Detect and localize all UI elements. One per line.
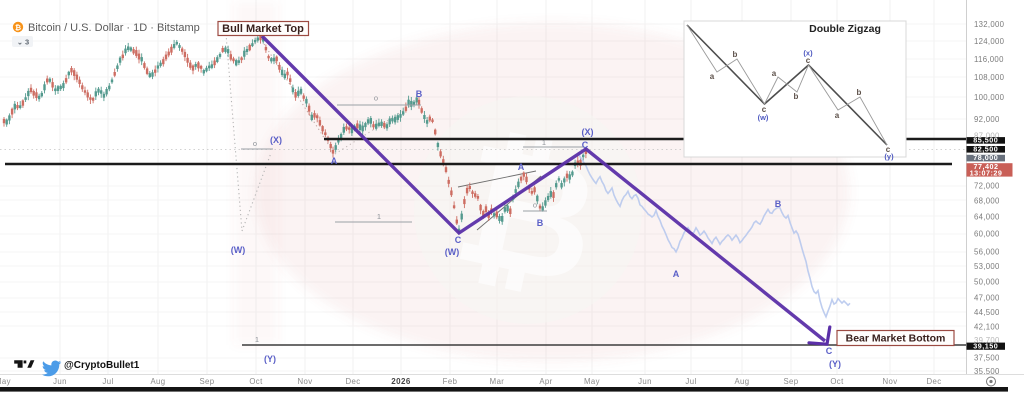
svg-text:b: b [733, 50, 738, 59]
svg-text:37,500: 37,500 [974, 353, 1000, 362]
svg-text:42,100: 42,100 [974, 322, 1000, 331]
svg-text:64,000: 64,000 [974, 212, 1000, 221]
svg-text:47,000: 47,000 [974, 293, 1000, 302]
svg-text:o: o [253, 139, 257, 148]
svg-text:(Y): (Y) [829, 359, 841, 369]
svg-text:56,000: 56,000 [974, 247, 1000, 256]
svg-text:68,000: 68,000 [974, 196, 1000, 205]
svg-text:Jun: Jun [638, 377, 652, 386]
svg-text:c: c [886, 145, 891, 154]
svg-text:c: c [806, 56, 811, 65]
svg-text:39,700: 39,700 [974, 336, 1000, 345]
svg-text:Apr: Apr [539, 377, 552, 386]
svg-text:87,000: 87,000 [974, 132, 1000, 141]
svg-text:124,000: 124,000 [974, 37, 1005, 46]
svg-text:⌄: ⌄ [17, 40, 23, 47]
svg-text:May: May [584, 377, 600, 386]
svg-text:Oct: Oct [249, 377, 263, 386]
svg-text:Jul: Jul [102, 377, 113, 386]
svg-text:b: b [857, 88, 862, 97]
svg-text:(X): (X) [270, 135, 282, 145]
svg-text:Nov: Nov [297, 377, 312, 386]
svg-text:B: B [775, 199, 782, 209]
svg-text:2026: 2026 [391, 377, 411, 386]
svg-text:116,000: 116,000 [974, 55, 1004, 64]
svg-text:Dec: Dec [926, 377, 941, 386]
svg-text:₿: ₿ [15, 23, 21, 32]
svg-text:(X): (X) [582, 127, 594, 137]
svg-text:35,500: 35,500 [974, 367, 1000, 376]
svg-text:77,402: 77,402 [974, 162, 999, 171]
svg-text:1: 1 [255, 335, 259, 344]
svg-text:78,000: 78,000 [973, 153, 998, 162]
svg-text:82,500: 82,500 [973, 144, 998, 153]
svg-text:c: c [762, 105, 767, 114]
svg-text:a: a [710, 72, 715, 81]
svg-text:1: 1 [542, 138, 546, 147]
svg-text:A: A [518, 162, 525, 172]
svg-text:Jul: Jul [685, 377, 696, 386]
svg-text:92,000: 92,000 [974, 115, 1000, 124]
svg-text:b: b [794, 92, 799, 101]
svg-text:3: 3 [25, 38, 29, 47]
svg-text:(Y): (Y) [264, 354, 276, 364]
svg-text:44,500: 44,500 [974, 308, 1000, 317]
svg-text:Double Zigzag: Double Zigzag [809, 23, 881, 35]
svg-text:B: B [537, 218, 544, 228]
svg-text:50,000: 50,000 [974, 277, 1000, 286]
svg-text:100,000: 100,000 [974, 93, 1005, 102]
svg-text:Aug: Aug [150, 377, 165, 386]
svg-text:o: o [374, 94, 378, 103]
svg-text:Jun: Jun [53, 377, 67, 386]
svg-text:(W): (W) [445, 247, 460, 257]
svg-text:Bull Market Top: Bull Market Top [222, 23, 304, 35]
svg-text:@CryptoBullet1: @CryptoBullet1 [64, 360, 140, 371]
svg-text:B: B [416, 89, 423, 99]
svg-text:72,000: 72,000 [974, 181, 1000, 190]
svg-text:a: a [772, 69, 777, 78]
svg-text:Sep: Sep [199, 377, 214, 386]
svg-text:Nov: Nov [882, 377, 897, 386]
svg-text:Mar: Mar [490, 377, 505, 386]
svg-text:Sep: Sep [783, 377, 798, 386]
svg-text:(x): (x) [803, 49, 813, 58]
svg-text:C: C [826, 346, 833, 356]
svg-text:85,500: 85,500 [973, 136, 998, 145]
svg-text:Bitcoin / U.S. Dollar · 1D · B: Bitcoin / U.S. Dollar · 1D · Bitstamp [28, 22, 200, 34]
svg-text:1: 1 [377, 212, 381, 221]
svg-text:May: May [0, 377, 11, 386]
svg-text:108,000: 108,000 [974, 73, 1005, 82]
svg-text:53,000: 53,000 [974, 262, 1000, 271]
svg-text:C: C [582, 140, 589, 150]
svg-text:132,000: 132,000 [974, 20, 1005, 29]
svg-text:60,000: 60,000 [974, 229, 1000, 238]
svg-text:39,150: 39,150 [973, 341, 998, 350]
svg-text:A: A [331, 156, 338, 166]
svg-text:a: a [835, 111, 840, 120]
svg-text:Feb: Feb [443, 377, 458, 386]
svg-text:13:07:29: 13:07:29 [970, 169, 1003, 178]
svg-text:(y): (y) [884, 152, 894, 161]
svg-text:Bear Market Bottom: Bear Market Bottom [846, 332, 946, 344]
svg-text:o: o [533, 201, 537, 210]
svg-text:A: A [673, 269, 680, 279]
svg-text:Aug: Aug [734, 377, 749, 386]
svg-text:Dec: Dec [345, 377, 360, 386]
svg-text:C: C [455, 235, 462, 245]
svg-text:Oct: Oct [830, 377, 844, 386]
svg-text:(w): (w) [758, 113, 769, 122]
svg-text:(W): (W) [231, 245, 246, 255]
